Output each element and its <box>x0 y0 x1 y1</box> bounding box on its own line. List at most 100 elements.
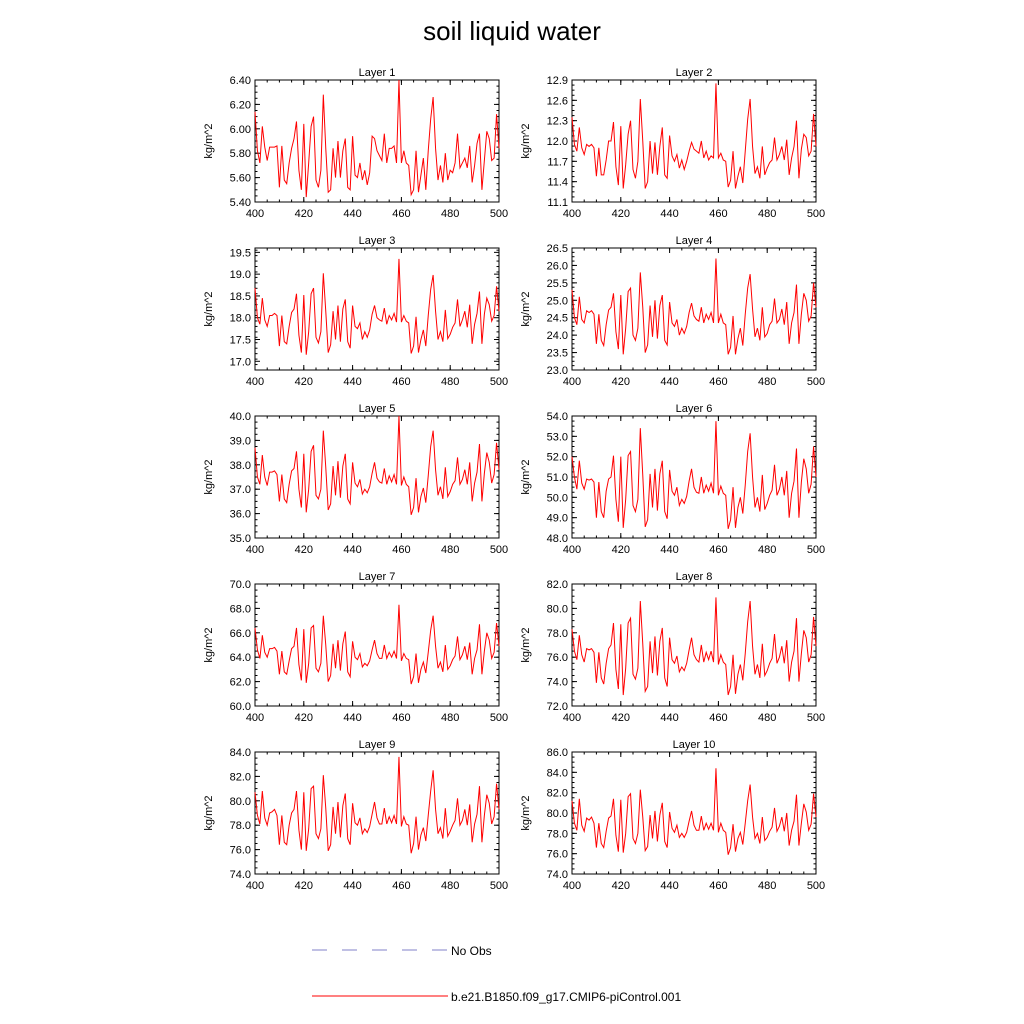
x-tick-label: 440 <box>343 376 361 388</box>
panel-title: Layer 1 <box>359 67 396 79</box>
y-tick-label: 76.0 <box>230 845 251 857</box>
plot-frame <box>571 583 817 707</box>
panel-title: Layer 10 <box>673 739 716 751</box>
x-tick-label: 400 <box>246 712 264 724</box>
panel-title: Layer 2 <box>676 67 713 79</box>
panel-layer-8: Layer 8 400 420 440 460 480 500 72.0 74.0 76.0 78.… <box>520 571 825 724</box>
y-tick-label: 74.0 <box>547 869 568 881</box>
x-tick-label: 460 <box>392 712 410 724</box>
x-tick-label: 480 <box>758 208 776 220</box>
plot-frame <box>254 79 500 203</box>
y-tick-label: 11.4 <box>547 177 568 189</box>
legend: No Obs b.e21.B1850.f09_g17.CMIP6-piContr… <box>312 944 681 1004</box>
x-tick-label: 400 <box>246 376 264 388</box>
y-tick-label: 17.0 <box>230 356 251 368</box>
x-tick-label: 480 <box>441 208 459 220</box>
x-tick-label: 420 <box>612 880 630 892</box>
y-tick-label: 84.0 <box>547 767 568 779</box>
x-tick-label: 420 <box>612 712 630 724</box>
y-tick-label: 17.5 <box>230 335 251 347</box>
y-tick-label: 80.0 <box>230 796 251 808</box>
y-tick-label: 23.0 <box>547 365 568 377</box>
x-tick-label: 460 <box>392 208 410 220</box>
x-tick-label: 460 <box>392 544 410 556</box>
series-line <box>254 756 500 854</box>
plot-frame <box>254 247 500 371</box>
panel-layer-4: Layer 4 400 420 440 460 480 500 23.0 23.5 24.0 24.… <box>520 235 825 388</box>
plot-frame <box>571 415 817 539</box>
panel-layer-1: Layer 1 400 420 440 460 480 500 5.40 5.60 5.80 6.0… <box>203 67 508 220</box>
x-tick-label: 480 <box>441 880 459 892</box>
y-tick-label: 12.0 <box>547 136 568 148</box>
y-tick-label: 68.0 <box>230 603 251 615</box>
x-tick-label: 460 <box>709 712 727 724</box>
x-tick-label: 460 <box>709 544 727 556</box>
y-tick-label: 78.0 <box>547 828 568 840</box>
plot-frame <box>254 583 500 707</box>
y-tick-label: 80.0 <box>547 603 568 615</box>
y-tick-label: 23.5 <box>547 348 568 360</box>
x-tick-label: 480 <box>758 376 776 388</box>
x-tick-label: 420 <box>295 208 313 220</box>
x-tick-label: 500 <box>807 712 825 724</box>
x-tick-label: 400 <box>563 712 581 724</box>
y-tick-label: 6.00 <box>230 124 251 136</box>
y-tick-label: 6.40 <box>230 75 251 87</box>
y-tick-label: 78.0 <box>547 628 568 640</box>
x-tick-label: 460 <box>392 376 410 388</box>
y-axis-label: kg/m^2 <box>203 459 215 494</box>
y-axis-label: kg/m^2 <box>520 291 532 326</box>
y-tick-label: 62.0 <box>230 677 251 689</box>
x-tick-label: 440 <box>660 712 678 724</box>
x-tick-label: 500 <box>807 208 825 220</box>
y-axis-label: kg/m^2 <box>203 795 215 830</box>
y-tick-label: 82.0 <box>547 788 568 800</box>
y-tick-label: 50.0 <box>547 492 568 504</box>
y-tick-label: 70.0 <box>230 579 251 591</box>
x-tick-label: 460 <box>709 208 727 220</box>
y-tick-label: 39.0 <box>230 435 251 447</box>
panel-title: Layer 7 <box>359 571 396 583</box>
x-tick-label: 480 <box>441 712 459 724</box>
x-tick-label: 480 <box>758 544 776 556</box>
panel-title: Layer 6 <box>676 403 713 415</box>
panel-title: Layer 9 <box>359 739 396 751</box>
y-axis-label: kg/m^2 <box>520 459 532 494</box>
x-tick-label: 420 <box>295 544 313 556</box>
x-tick-label: 500 <box>490 376 508 388</box>
y-tick-label: 19.5 <box>230 247 251 259</box>
x-tick-label: 440 <box>343 712 361 724</box>
x-tick-label: 400 <box>563 208 581 220</box>
y-tick-label: 37.0 <box>230 484 251 496</box>
y-tick-label: 12.3 <box>547 116 568 128</box>
y-axis-label: kg/m^2 <box>520 123 532 158</box>
legend-label-model: b.e21.B1850.f09_g17.CMIP6-piControl.001 <box>451 990 681 1004</box>
y-tick-label: 53.0 <box>547 431 568 443</box>
x-tick-label: 440 <box>343 880 361 892</box>
x-tick-label: 400 <box>246 880 264 892</box>
series-line <box>571 258 817 355</box>
figure-title: soil liquid water <box>423 16 601 46</box>
y-tick-label: 72.0 <box>547 701 568 713</box>
x-tick-label: 420 <box>295 880 313 892</box>
x-tick-label: 460 <box>392 880 410 892</box>
panel-title: Layer 4 <box>676 235 713 247</box>
x-tick-label: 400 <box>246 208 264 220</box>
series-line <box>571 597 817 696</box>
panel-title: Layer 3 <box>359 235 396 247</box>
y-tick-label: 86.0 <box>547 747 568 759</box>
y-tick-label: 25.0 <box>547 295 568 307</box>
x-tick-label: 440 <box>660 544 678 556</box>
y-tick-label: 12.9 <box>547 75 568 87</box>
y-tick-label: 11.7 <box>547 156 568 168</box>
y-tick-label: 74.0 <box>547 677 568 689</box>
y-tick-label: 24.5 <box>547 313 568 325</box>
x-tick-label: 400 <box>563 880 581 892</box>
x-tick-label: 420 <box>612 208 630 220</box>
x-tick-label: 420 <box>612 544 630 556</box>
plot-frame <box>571 247 817 371</box>
y-tick-label: 12.6 <box>547 95 568 107</box>
y-tick-label: 18.0 <box>230 313 251 325</box>
series-line <box>571 768 817 855</box>
